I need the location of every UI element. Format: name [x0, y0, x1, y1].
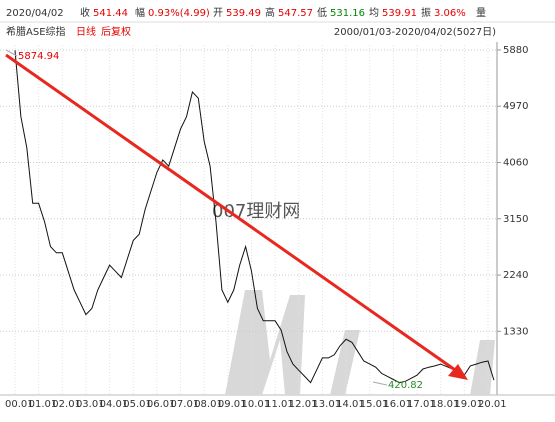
- x-tick-label: 14.01: [336, 399, 365, 410]
- trend-arrowhead: [448, 364, 468, 380]
- x-tick-label: 02.01: [52, 399, 81, 410]
- y-tick-label: 3150: [503, 214, 528, 225]
- header-label: 收: [80, 6, 90, 19]
- x-tick-label: 05.01: [123, 399, 152, 410]
- min-annotation: 420.82: [388, 380, 423, 391]
- header-label: 振: [421, 6, 431, 19]
- x-tick-label: 19.01: [454, 399, 483, 410]
- header-date: 2020/04/02: [6, 8, 64, 19]
- x-tick-label: 00.01: [5, 399, 34, 410]
- trend-arrow: [5, 53, 459, 374]
- index-name: 希腊ASE综指: [6, 25, 66, 38]
- header-label: 幅: [135, 6, 145, 19]
- x-tick-label: 07.01: [171, 399, 200, 410]
- x-tick-label: 20.01: [478, 399, 507, 410]
- max-annotation: 5874.94: [18, 51, 59, 62]
- y-tick-label: 4060: [503, 157, 528, 168]
- x-tick-label: 03.01: [76, 399, 105, 410]
- x-tick-label: 12.01: [289, 399, 318, 410]
- header-value: 539.91: [382, 8, 417, 19]
- header-value: 3.06%: [434, 8, 466, 19]
- period: 日线: [76, 25, 96, 38]
- y-tick-label: 4970: [503, 101, 528, 112]
- x-tick-label: 04.01: [100, 399, 129, 410]
- x-tick-label: 13.01: [312, 399, 341, 410]
- header-label: 量: [476, 7, 486, 19]
- header-label: 高: [265, 6, 275, 19]
- x-tick-label: 11.01: [265, 399, 294, 410]
- x-tick-label: 08.01: [194, 399, 223, 410]
- header-label: 低: [317, 6, 327, 19]
- x-tick-label: 18.01: [431, 399, 460, 410]
- header-value: 0.93%(4.99): [148, 8, 210, 19]
- header-value: 531.16: [330, 8, 365, 19]
- header-label: 均: [369, 7, 379, 19]
- x-tick-label: 15.01: [360, 399, 389, 410]
- x-tick-label: 17.01: [407, 399, 436, 410]
- header-value: 541.44: [93, 8, 128, 19]
- header-value: 539.49: [226, 8, 261, 19]
- watermark-logo: [225, 290, 495, 395]
- header-value: 547.57: [278, 8, 313, 19]
- price-line: [14, 50, 495, 384]
- header-label: 开: [213, 8, 223, 19]
- x-tick-label: 16.01: [383, 399, 412, 410]
- x-tick-label: 01.01: [29, 399, 58, 410]
- adjust: 后复权: [101, 25, 131, 38]
- x-tick-label: 09.01: [218, 399, 247, 410]
- header-items: 收 541.44 幅 0.93%(4.99) 开 539.49 高 547.57 低 531.16…: [80, 6, 486, 19]
- date-range: 2000/01/03-2020/04/02(5027日): [334, 27, 496, 38]
- y-tick-label: 2240: [503, 270, 528, 281]
- x-tick-label: 06.01: [147, 399, 176, 410]
- y-tick-label: 5880: [503, 45, 528, 56]
- annotation-pointer: [5, 49, 18, 57]
- y-tick-label: 1330: [503, 326, 528, 337]
- x-tick-label: 10.01: [242, 399, 271, 410]
- annotation-pointer: [372, 381, 388, 386]
